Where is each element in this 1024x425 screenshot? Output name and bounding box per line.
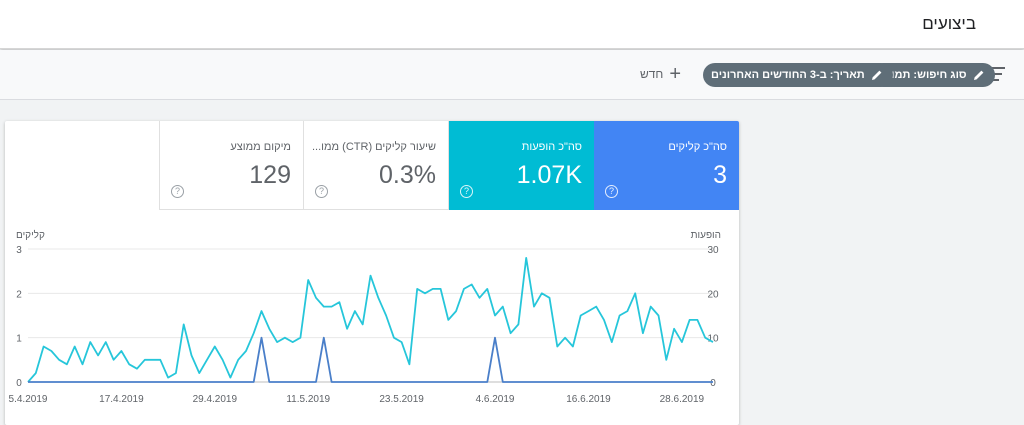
left-tick-label: 0 [16,378,22,389]
metric-label: סה"כ הופעות [521,141,582,153]
filter-list-icon[interactable] [987,67,1005,81]
performance-chart: קליקים הופעות 0 0 1 10 2 20 3 30 5.4.2019 17.4.20… [9,229,721,405]
metric-value: 129 [249,161,291,189]
metric-value: 0.3% [379,161,436,189]
pencil-icon [973,70,983,80]
x-tick-label: 23.5.2019 [379,394,424,405]
x-tick-label: 11.5.2019 [286,394,330,405]
right-tick-label: 0 [710,378,716,389]
right-tick-label: 30 [707,245,719,256]
left-tick-label: 2 [16,289,22,300]
impressions-series-line [27,256,714,383]
metric-label: סה"כ קליקים [668,141,727,153]
help-icon[interactable]: ? [315,185,328,198]
new-filter-button[interactable]: + חדש [640,62,681,86]
x-tick-label: 4.6.2019 [476,394,515,405]
metric-label: מיקום ממוצע [230,141,291,153]
search-type-filter-chip[interactable]: סוג חיפוש: תמונה [871,63,995,87]
x-tick-label: 16.6.2019 [566,394,611,405]
pencil-icon [871,70,882,80]
app-header: ביצועים [0,0,1024,49]
chip-label: סוג חיפוש: תמונה [879,69,967,81]
average-position-metric[interactable]: מיקום ממוצע 129 ? [159,121,304,210]
right-axis-label: הופעות [691,230,721,241]
metric-label: שיעור קליקים (CTR) ממו... [311,141,436,153]
new-filter-label: חדש [640,67,664,81]
right-tick-label: 20 [707,289,719,300]
left-tick-label: 1 [16,334,22,345]
help-icon[interactable]: ? [171,185,184,198]
x-tick-label: 5.4.2019 [9,394,48,405]
total-impressions-metric[interactable]: סה"כ הופעות 1.07K ? [449,121,594,210]
plus-icon: + [669,63,681,85]
help-icon[interactable]: ? [605,185,618,198]
total-clicks-metric[interactable]: סה"כ קליקים 3 ? [594,121,739,210]
metric-value: 3 [713,161,727,189]
left-axis-label: קליקים [16,229,45,241]
help-icon[interactable]: ? [460,185,473,198]
date-filter-chip[interactable]: תאריך: ב-3 החודשים האחרונים [703,63,893,87]
x-tick-label: 29.4.2019 [193,394,238,405]
x-tick-label: 28.6.2019 [660,394,705,405]
clicks-series-line [28,336,713,383]
page-title: ביצועים [922,14,976,33]
left-tick-label: 3 [16,245,22,256]
metric-value: 1.07K [516,161,582,189]
right-tick-label: 10 [707,334,719,345]
x-tick-label: 17.4.2019 [99,394,144,405]
ctr-metric[interactable]: שיעור קליקים (CTR) ממו... 0.3% ? [304,121,449,210]
chip-label: תאריך: ב-3 החודשים האחרונים [711,69,865,81]
performance-card: סה"כ קליקים 3 ? סה"כ הופעות 1.07K ? שיעו… [5,121,739,425]
